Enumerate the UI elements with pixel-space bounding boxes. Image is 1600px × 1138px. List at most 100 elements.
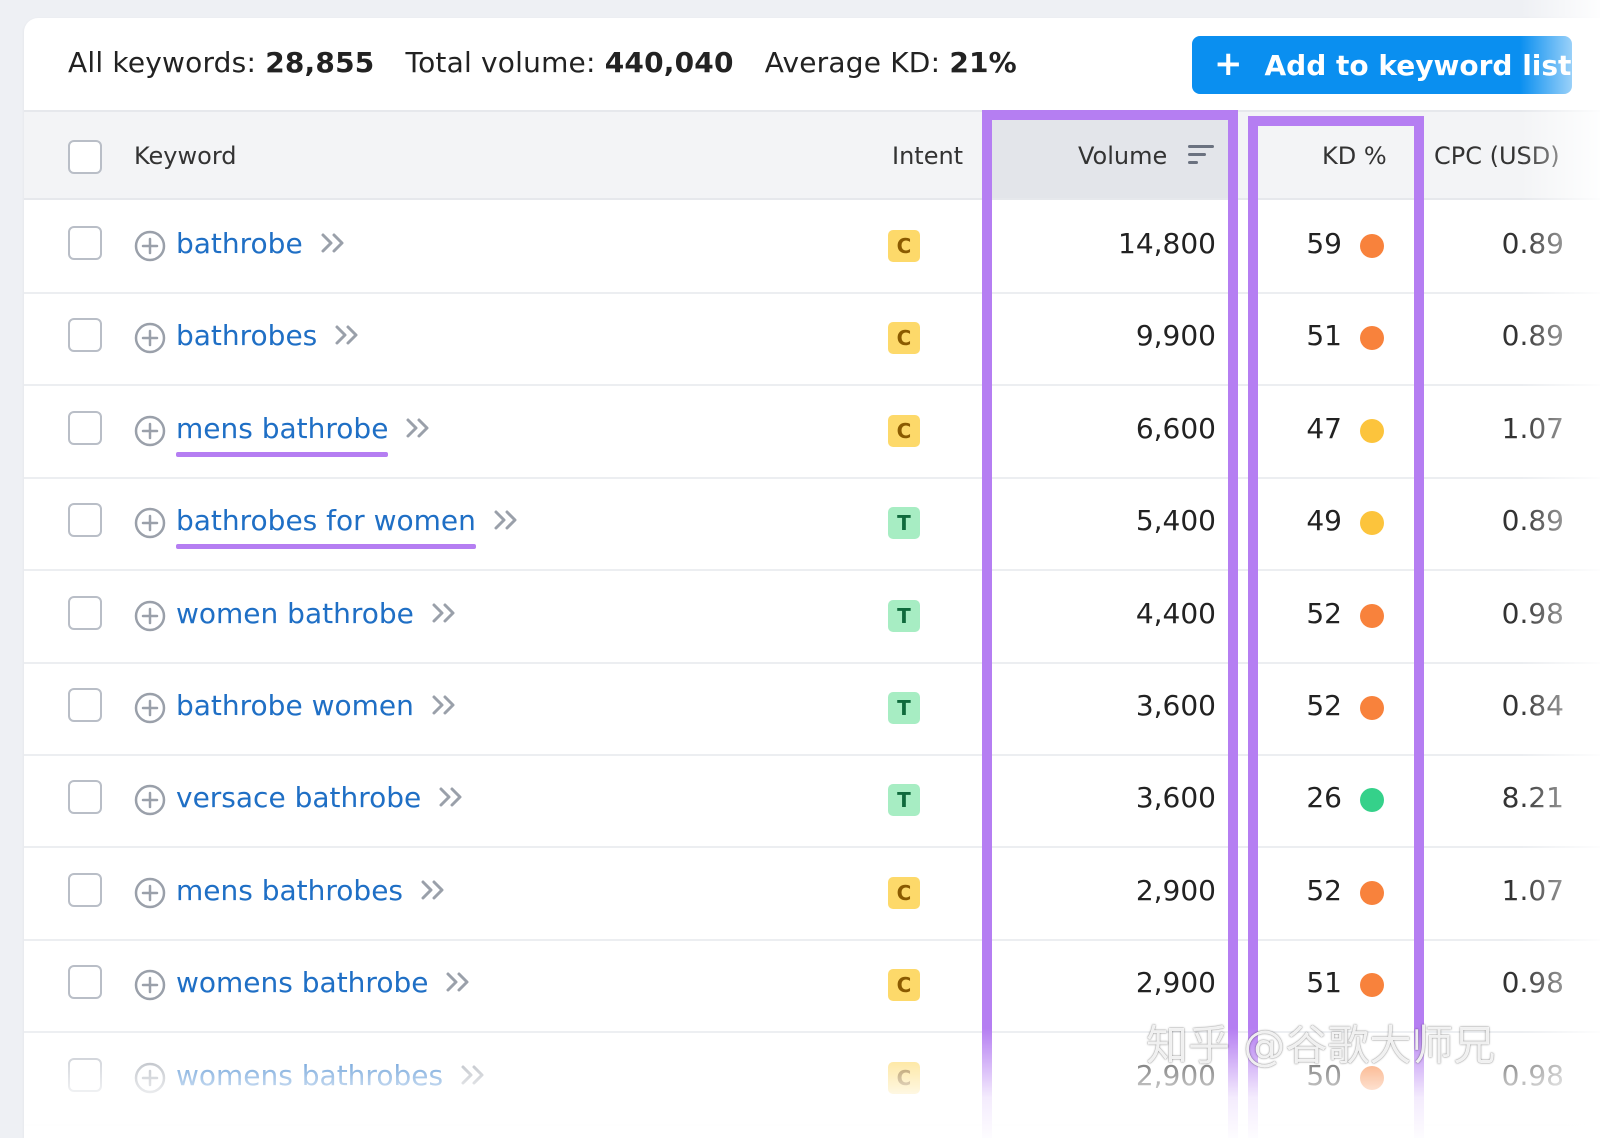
add-keyword-plus-circle-icon[interactable] (134, 507, 166, 539)
table-row: versace bathrobe T 3,600 26 8.21 (24, 754, 1600, 849)
volume-value: 2,900 (1135, 966, 1216, 1000)
keyword-text-wrap: bathrobe (176, 227, 303, 260)
double-chevron-right-icon[interactable] (405, 417, 431, 439)
all-keywords-value: 28,855 (265, 46, 375, 79)
average-kd-stat: Average KD: 21% (764, 46, 1017, 79)
keyword-text-wrap: mens bathrobes (176, 874, 403, 907)
intent-badge: T (888, 692, 920, 724)
total-volume-value: 440,040 (604, 46, 734, 79)
cpc-value: 0.89 (1501, 319, 1564, 353)
keyword-text: bathrobe women (176, 689, 414, 722)
column-header-kd[interactable]: KD % (1322, 142, 1387, 170)
keyword-text: bathrobes (176, 319, 318, 353)
row-checkbox[interactable] (68, 595, 102, 630)
kd-value: 47 (1306, 411, 1342, 445)
kd-difficulty-dot (1360, 418, 1384, 443)
kd-difficulty-dot (1360, 696, 1384, 720)
add-keyword-plus-circle-icon[interactable] (134, 969, 166, 1001)
keyword-text-wrap: womens bathrobes (176, 1059, 443, 1092)
summary-stats: All keywords: 28,855 Total volume: 440,0… (68, 46, 1039, 79)
add-keyword-plus-circle-icon[interactable] (134, 322, 166, 354)
keyword-link[interactable]: versace bathrobe (176, 781, 464, 814)
column-header-volume[interactable]: Volume (1078, 142, 1168, 170)
volume-value: 3,600 (1135, 689, 1216, 722)
double-chevron-right-icon[interactable] (334, 324, 360, 346)
row-checkbox[interactable] (68, 226, 102, 260)
keyword-text-wrap: bathrobes (176, 319, 317, 352)
row-checkbox[interactable] (68, 780, 102, 815)
keyword-text-wrap: mens bathrobe (176, 412, 389, 457)
row-checkbox[interactable] (68, 410, 102, 445)
column-header-keyword[interactable]: Keyword (134, 142, 237, 170)
row-checkbox[interactable] (68, 872, 102, 907)
double-chevron-right-icon[interactable] (438, 786, 464, 808)
row-checkbox[interactable] (68, 318, 102, 353)
double-chevron-right-icon[interactable] (493, 509, 519, 531)
keyword-link[interactable]: women bathrobe (176, 597, 457, 630)
kd-difficulty-dot (1360, 326, 1384, 351)
double-chevron-right-icon[interactable] (460, 1064, 486, 1086)
kd-difficulty-dot (1360, 603, 1384, 628)
kd-difficulty-dot (1360, 234, 1384, 258)
cpc-value: 0.98 (1501, 596, 1564, 630)
summary-bar: All keywords: 28,855 Total volume: 440,0… (24, 18, 1600, 112)
cpc-value: 1.07 (1501, 411, 1564, 445)
add-keyword-plus-circle-icon[interactable] (134, 877, 166, 909)
keyword-link[interactable]: mens bathrobe (176, 412, 431, 457)
kd-value: 52 (1306, 873, 1342, 907)
cpc-value: 0.89 (1501, 227, 1564, 260)
keyword-link[interactable]: womens bathrobes (176, 1059, 486, 1092)
cpc-value: 1.07 (1501, 873, 1564, 907)
kd-difficulty-dot (1360, 788, 1384, 813)
double-chevron-right-icon[interactable] (320, 232, 346, 254)
keyword-text: bathrobes for women (176, 504, 476, 538)
row-checkbox[interactable] (68, 503, 102, 538)
total-volume-stat: Total volume: 440,040 (405, 46, 734, 79)
cpc-value: 0.89 (1501, 504, 1564, 538)
kd-value: 52 (1306, 689, 1342, 722)
column-header-cpc[interactable]: CPC (USD) (1434, 142, 1560, 170)
add-keyword-plus-circle-icon[interactable] (134, 692, 166, 724)
add-keyword-plus-circle-icon[interactable] (134, 600, 166, 632)
double-chevron-right-icon[interactable] (431, 602, 457, 624)
intent-badge: C (888, 414, 920, 447)
keyword-text: womens bathrobes (176, 1058, 444, 1092)
keyword-link[interactable]: bathrobes (176, 319, 360, 352)
sort-descending-icon[interactable] (1188, 144, 1214, 166)
intent-badge: T (888, 784, 920, 817)
add-keyword-plus-circle-icon[interactable] (134, 230, 166, 262)
keyword-highlight-underline (176, 544, 476, 550)
intent-badge: C (888, 1061, 920, 1094)
double-chevron-right-icon[interactable] (445, 971, 471, 993)
keyword-link[interactable]: womens bathrobe (176, 966, 471, 999)
select-all-checkbox[interactable] (68, 140, 102, 174)
row-checkbox[interactable] (68, 688, 102, 722)
intent-badge: T (888, 599, 920, 632)
row-checkbox[interactable] (68, 965, 102, 1000)
keyword-link[interactable]: bathrobe (176, 227, 346, 260)
kd-difficulty-dot (1360, 973, 1384, 998)
cpc-value: 0.98 (1501, 966, 1564, 1000)
intent-badge: C (888, 969, 920, 1002)
volume-value: 4,400 (1135, 596, 1216, 630)
keyword-link[interactable]: bathrobes for women (176, 504, 519, 550)
add-keyword-plus-circle-icon[interactable] (134, 784, 166, 816)
double-chevron-right-icon[interactable] (420, 879, 446, 901)
keyword-text-wrap: bathrobe women (176, 689, 414, 722)
add-to-keyword-list-button[interactable]: + Add to keyword list (1192, 36, 1572, 94)
keyword-link[interactable]: bathrobe women (176, 689, 457, 722)
volume-value: 5,400 (1135, 504, 1216, 538)
kd-value: 51 (1306, 319, 1342, 353)
keyword-link[interactable]: mens bathrobes (176, 874, 446, 907)
double-chevron-right-icon[interactable] (431, 694, 457, 716)
row-checkbox[interactable] (68, 1057, 102, 1092)
add-keyword-plus-circle-icon[interactable] (134, 1062, 166, 1094)
kd-difficulty-dot (1360, 880, 1384, 905)
column-header-intent[interactable]: Intent (892, 142, 964, 170)
table-header: Keyword Intent Volume KD % CPC (USD) (24, 112, 1600, 200)
volume-column-highlight-box (982, 110, 1238, 1138)
all-keywords-stat: All keywords: 28,855 (68, 46, 375, 79)
add-keyword-plus-circle-icon[interactable] (134, 415, 166, 447)
table-row: bathrobe women T 3,600 52 0.84 (24, 662, 1600, 756)
kd-column-highlight-box (1248, 116, 1424, 1138)
